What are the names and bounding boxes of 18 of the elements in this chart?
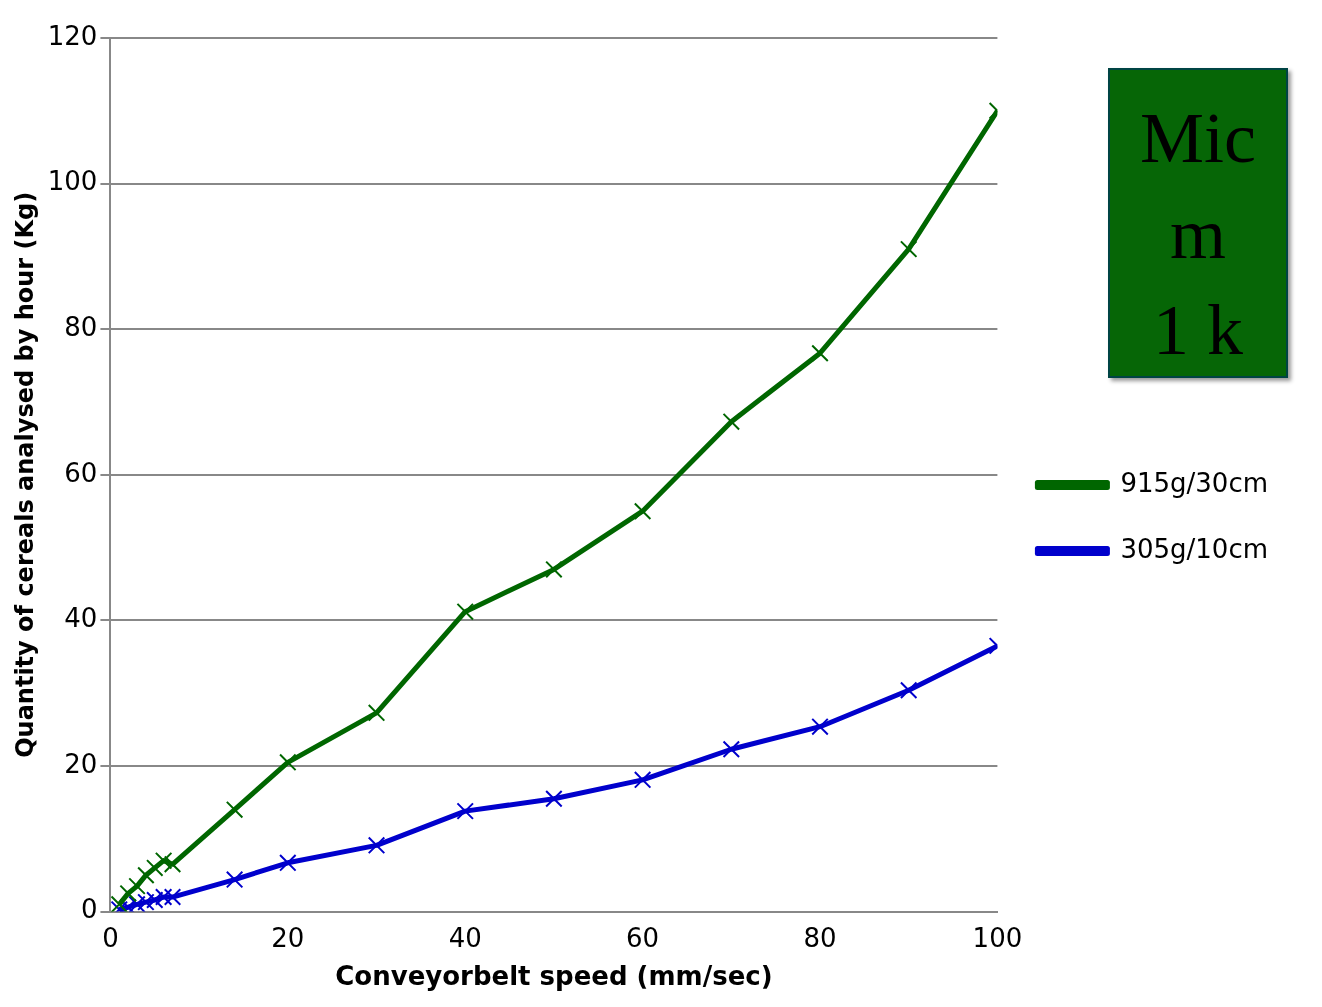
legend-label: 305g/10cm (1120, 533, 1269, 564)
x-tick-label: 80 (803, 922, 837, 953)
y-tick-label: 0 (80, 894, 98, 925)
y-tick-label: 80 (64, 311, 98, 342)
y-tick-label: 40 (64, 603, 98, 634)
x-tick-label: 0 (102, 922, 119, 953)
x-tick-label: 20 (271, 922, 305, 953)
y-axis-title: Quantity of cereals analysed by hour (Kg) (10, 191, 39, 758)
y-tick-label: 60 (64, 457, 98, 488)
x-axis-title: Conveyorbelt speed (mm/sec) (335, 961, 773, 992)
x-tick-label: 40 (448, 922, 482, 953)
y-tick-label: 100 (47, 166, 98, 197)
x-tick-label: 60 (626, 922, 660, 953)
x-tick-label: 100 (972, 922, 1023, 953)
note-box: Mic m 1 k (1108, 68, 1288, 378)
y-tick-label: 120 (47, 20, 98, 51)
y-tick-label: 20 (64, 748, 98, 779)
legend-label: 915g/30cm (1120, 467, 1269, 498)
